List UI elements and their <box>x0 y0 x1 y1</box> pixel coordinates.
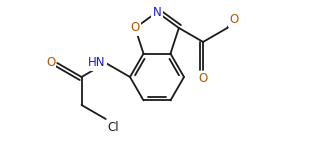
Text: O: O <box>130 21 140 34</box>
Text: O: O <box>198 72 208 85</box>
Text: O: O <box>46 56 55 69</box>
Text: Cl: Cl <box>108 121 119 134</box>
Text: O: O <box>229 13 239 26</box>
Text: N: N <box>153 6 161 19</box>
Text: HN: HN <box>88 56 106 69</box>
